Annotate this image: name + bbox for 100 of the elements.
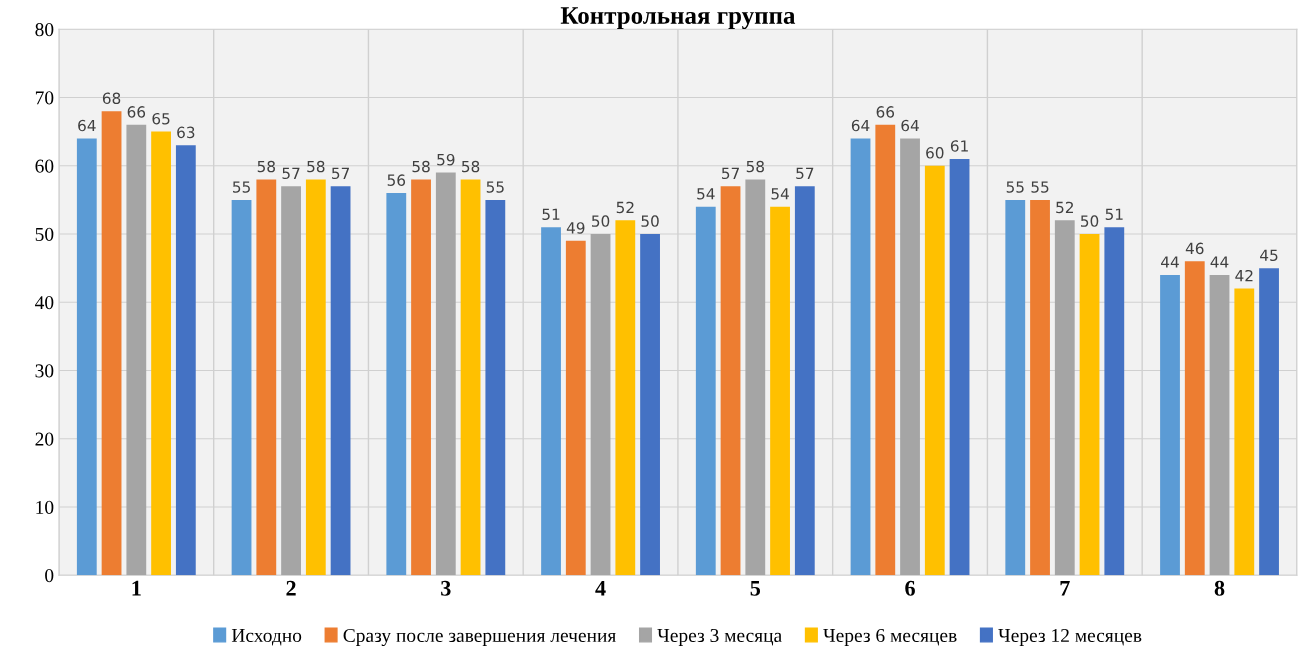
data-label: 42: [1235, 269, 1253, 282]
bar: [590, 234, 611, 576]
data-label: 63: [177, 126, 195, 139]
data-label: 64: [78, 119, 96, 132]
y-tick-label: 60: [35, 159, 54, 173]
data-label: 50: [1081, 215, 1099, 227]
y-tick-label: 30: [35, 364, 54, 378]
bar: [330, 186, 351, 576]
data-label: 59: [437, 153, 455, 166]
bar: [745, 179, 766, 576]
bar: [435, 172, 456, 576]
bar: [640, 234, 660, 576]
bar: [1184, 261, 1205, 576]
x-tick-label: 4: [595, 580, 606, 596]
y-tick-label: 0: [45, 569, 54, 583]
bar: [231, 199, 252, 576]
y-tick-label: 40: [35, 296, 54, 310]
data-label: 54: [771, 188, 789, 200]
legend-label: Исходно: [231, 629, 302, 646]
bar: [1054, 220, 1075, 576]
data-label: 55: [233, 181, 250, 193]
bar: [1079, 234, 1100, 576]
legend-label: Через 12 месяцев: [998, 628, 1142, 646]
data-label: 54: [697, 188, 715, 200]
data-label: 51: [542, 208, 560, 221]
data-label: 58: [462, 160, 480, 173]
bar: [900, 138, 920, 576]
data-label: 55: [1031, 181, 1049, 193]
data-label: 52: [1056, 201, 1073, 214]
bar: [1030, 199, 1050, 576]
data-label: 65: [152, 112, 170, 125]
bar: [256, 179, 277, 576]
bar: [175, 145, 196, 576]
data-label: 55: [1006, 181, 1024, 193]
bar: [541, 227, 561, 576]
data-label: 61: [950, 140, 968, 152]
data-label: 57: [282, 167, 300, 180]
bar: [770, 206, 790, 576]
legend-label: Через 6 месяцев: [823, 628, 957, 646]
bar: [126, 124, 147, 576]
bar: [794, 186, 815, 576]
bar: [565, 240, 586, 576]
bar: [850, 138, 871, 576]
bar: [101, 111, 122, 576]
bar: [949, 158, 970, 576]
data-label: 55: [486, 181, 504, 193]
y-tick-label: 10: [36, 500, 54, 514]
y-tick-label: 80: [35, 23, 54, 37]
legend-label: Сразу после завершения лечения: [343, 628, 616, 647]
bar: [1234, 288, 1255, 576]
bar: [1005, 199, 1026, 576]
bar: [695, 206, 716, 576]
data-label: 46: [1185, 242, 1204, 255]
data-label: 64: [851, 119, 870, 132]
bar: [1209, 274, 1230, 576]
bar: [615, 220, 636, 576]
x-tick-label: 3: [441, 580, 451, 596]
x-tick-label: 1: [132, 580, 141, 596]
data-label: 49: [566, 222, 585, 234]
x-tick-label: 8: [1214, 580, 1225, 596]
data-label: 50: [592, 215, 610, 227]
data-label: 50: [641, 215, 659, 227]
bar: [281, 186, 301, 576]
bar: [151, 131, 171, 576]
bar: [875, 124, 896, 576]
x-tick-label: 7: [1060, 580, 1070, 596]
data-label: 57: [796, 167, 814, 180]
data-label: 51: [1105, 208, 1123, 221]
data-label: 60: [926, 147, 944, 159]
data-label: 66: [127, 106, 146, 118]
data-label: 44: [1210, 256, 1229, 268]
x-tick-label: 5: [750, 580, 761, 596]
chart-title: Контрольная группа: [560, 7, 796, 30]
data-label: 58: [412, 160, 430, 173]
data-label: 57: [332, 167, 349, 180]
data-label: 58: [257, 160, 275, 173]
bar: [305, 179, 326, 576]
bar: [1160, 274, 1180, 576]
bar: [485, 199, 506, 576]
y-tick-label: 20: [35, 432, 54, 446]
bar: [460, 179, 481, 576]
x-tick-label: 6: [905, 580, 915, 596]
bar: [924, 165, 945, 576]
data-label: 52: [616, 201, 634, 214]
y-tick-label: 50: [35, 227, 54, 241]
data-label: 58: [746, 160, 764, 173]
x-tick-label: 2: [286, 580, 296, 596]
bar: [1259, 268, 1279, 576]
bar: [1104, 227, 1125, 576]
data-label: 68: [102, 92, 121, 105]
data-label: 58: [307, 160, 325, 173]
bar: [720, 186, 741, 576]
bar: [76, 138, 97, 576]
data-label: 64: [901, 119, 919, 132]
bar: [411, 179, 431, 576]
bar: [386, 193, 407, 576]
data-label: 56: [387, 174, 406, 186]
data-label: 44: [1161, 256, 1179, 268]
y-tick-label: 70: [35, 91, 54, 105]
data-label: 45: [1260, 249, 1278, 261]
